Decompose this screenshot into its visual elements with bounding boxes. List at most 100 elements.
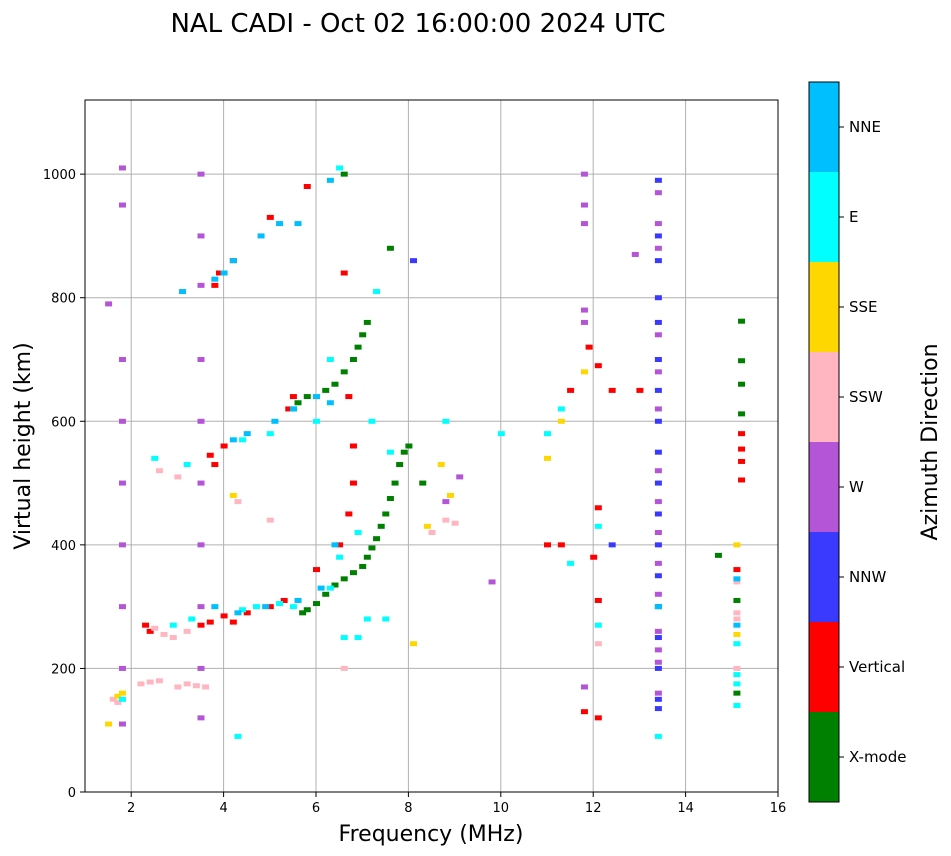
colorbar-label: NNW bbox=[849, 568, 886, 586]
point-x-mode bbox=[363, 554, 371, 560]
point-e bbox=[654, 733, 662, 739]
point-nne bbox=[179, 289, 187, 295]
point-sse bbox=[423, 523, 431, 529]
point-vertical bbox=[594, 363, 602, 369]
point-sse bbox=[733, 631, 741, 637]
point-nne bbox=[313, 394, 320, 400]
point-nnw bbox=[654, 573, 662, 579]
colorbar-label: W bbox=[849, 478, 864, 496]
point-x-mode bbox=[322, 387, 330, 393]
point-w bbox=[105, 301, 113, 307]
point-nne bbox=[271, 418, 279, 424]
point-w bbox=[488, 579, 496, 585]
point-nne bbox=[262, 604, 270, 610]
point-w bbox=[197, 171, 205, 177]
point-x-mode bbox=[299, 610, 307, 616]
point-e bbox=[289, 604, 297, 610]
x-tick-label: 16 bbox=[770, 801, 787, 816]
point-x-mode bbox=[340, 576, 348, 582]
point-x-mode bbox=[738, 381, 746, 387]
point-e bbox=[183, 462, 191, 468]
grid-lines bbox=[85, 100, 778, 792]
point-w bbox=[654, 628, 662, 634]
point-sse bbox=[446, 492, 454, 498]
colorbar: X-mode Vertical NNW W SSW SSE E NNE bbox=[808, 81, 906, 803]
point-ssw bbox=[733, 610, 741, 616]
point-w bbox=[197, 665, 205, 671]
point-x-mode bbox=[382, 511, 390, 517]
point-vertical bbox=[590, 554, 598, 560]
point-vertical bbox=[215, 270, 223, 276]
point-w bbox=[118, 418, 126, 424]
point-w bbox=[654, 332, 662, 338]
point-e bbox=[239, 437, 247, 443]
point-ssw bbox=[160, 631, 168, 637]
point-x-mode bbox=[419, 480, 427, 486]
point-nne bbox=[211, 604, 219, 610]
point-nnw bbox=[654, 542, 662, 548]
point-nnw bbox=[654, 635, 662, 641]
point-vertical bbox=[544, 542, 551, 548]
point-vertical bbox=[220, 613, 228, 619]
colorbar-segment bbox=[809, 442, 839, 532]
point-vertical bbox=[229, 619, 237, 625]
point-w bbox=[654, 560, 662, 566]
point-ssw bbox=[155, 678, 163, 684]
point-sse bbox=[437, 462, 445, 468]
point-sse bbox=[580, 369, 588, 375]
colorbar-segment bbox=[809, 352, 839, 442]
point-x-mode bbox=[359, 332, 367, 338]
point-x-mode bbox=[396, 462, 404, 468]
point-w bbox=[654, 690, 662, 696]
point-vertical bbox=[738, 477, 746, 483]
x-tick-label: 4 bbox=[219, 801, 227, 816]
point-nnw bbox=[654, 418, 662, 424]
point-nne bbox=[654, 604, 662, 610]
point-nne bbox=[294, 221, 302, 227]
point-nnw bbox=[654, 319, 662, 325]
point-x-mode bbox=[363, 319, 371, 325]
x-tick-label: 6 bbox=[312, 801, 320, 816]
point-vertical bbox=[349, 480, 357, 486]
point-x-mode bbox=[303, 607, 311, 613]
point-w bbox=[580, 307, 588, 313]
colorbar-label: Vertical bbox=[849, 658, 905, 676]
point-x-mode bbox=[294, 400, 302, 406]
point-nne bbox=[733, 622, 741, 628]
point-ssw bbox=[442, 517, 450, 523]
x-tick-label: 14 bbox=[677, 801, 694, 816]
y-tick-label: 400 bbox=[51, 539, 76, 554]
point-x-mode bbox=[405, 443, 413, 449]
point-ssw bbox=[733, 665, 741, 671]
point-ssw bbox=[594, 641, 602, 647]
point-nne bbox=[733, 576, 741, 582]
chart-title: NAL CADI - Oct 02 16:00:00 2024 UTC bbox=[170, 9, 665, 39]
point-nnw bbox=[654, 258, 662, 264]
point-nne bbox=[326, 177, 334, 183]
point-ssw bbox=[183, 628, 191, 634]
point-e bbox=[594, 622, 602, 628]
x-tick-label: 10 bbox=[493, 801, 510, 816]
point-vertical bbox=[313, 567, 320, 573]
point-ssw bbox=[234, 499, 242, 505]
point-nnw bbox=[654, 177, 662, 183]
colorbar-label: E bbox=[849, 208, 858, 226]
point-ssw bbox=[174, 474, 182, 480]
point-ssw bbox=[146, 679, 154, 685]
point-nne bbox=[331, 542, 339, 548]
point-e bbox=[234, 733, 242, 739]
point-x-mode bbox=[331, 582, 339, 588]
point-x-mode bbox=[313, 601, 320, 607]
point-w bbox=[442, 499, 450, 505]
point-x-mode bbox=[359, 563, 367, 569]
point-w bbox=[118, 480, 126, 486]
point-nnw bbox=[654, 696, 662, 702]
point-nnw bbox=[654, 357, 662, 362]
point-e bbox=[340, 635, 348, 641]
point-w bbox=[456, 474, 464, 480]
point-ssw bbox=[428, 530, 436, 535]
point-e bbox=[594, 523, 602, 529]
point-nnw bbox=[410, 258, 418, 264]
point-x-mode bbox=[340, 171, 348, 177]
point-sse bbox=[105, 721, 113, 727]
